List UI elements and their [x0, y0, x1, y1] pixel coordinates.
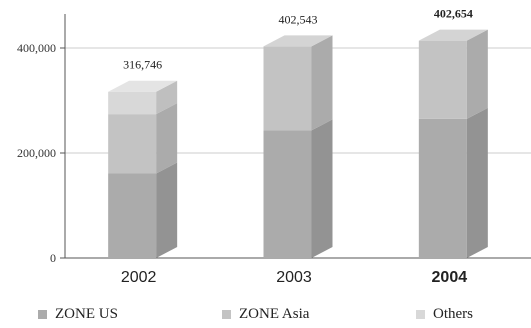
legend-swatch: [416, 310, 425, 319]
legend-item-zone-asia: ZONE Asia: [222, 306, 309, 323]
bar-2002-zone-asia-front: [108, 114, 157, 174]
y-tick-label-0: 0: [50, 251, 56, 265]
total-label-2003: 402,543: [279, 12, 318, 26]
bar-2004-zone-asia-front: [418, 40, 467, 119]
bar-2004-zone-us-side: [466, 107, 488, 258]
bar-2002-zone-us-front: [108, 173, 157, 258]
x-tick-label-2004: 2004: [432, 269, 468, 286]
legend-label: ZONE US: [55, 306, 118, 322]
bar-2003-zone-us-front: [263, 130, 312, 258]
bar-2004-zone-us-front: [418, 118, 467, 258]
bar-2002-others-front: [108, 91, 157, 115]
y-tick-label-2: 400,000: [17, 41, 56, 55]
bar-top-2004: [418, 29, 488, 41]
bar-top-2003: [263, 35, 333, 47]
bar-2003-zone-us-side: [311, 119, 333, 258]
bar-2003-zone-asia-front: [263, 46, 312, 131]
x-tick-label-2002: 2002: [121, 269, 157, 286]
bar-2004-zone-asia-side: [466, 29, 488, 119]
bar-2003-zone-asia-side: [311, 35, 333, 131]
bar-2002-zone-asia-side: [156, 103, 178, 174]
y-tick-label-1: 200,000: [17, 146, 56, 160]
bar-top-2002: [108, 80, 178, 92]
legend-swatch: [38, 310, 47, 319]
total-label-2004: 402,654: [434, 7, 473, 21]
legend-item-others: Others: [416, 306, 473, 323]
legend-label: Others: [433, 306, 473, 322]
legend-swatch: [222, 310, 231, 319]
stacked-bar-chart: 0 200,000 400,000 316,746 2002 402,543 2003 402…: [17, 7, 531, 286]
legend-item-zone-us: ZONE US: [38, 306, 118, 323]
chart-legend: ZONE US ZONE Asia Others: [0, 306, 531, 328]
total-label-2002: 316,746: [123, 58, 162, 72]
legend-label: ZONE Asia: [239, 306, 310, 322]
bar-2002-others-side: [156, 80, 178, 115]
bar-2002-zone-us-side: [156, 162, 178, 258]
x-tick-label-2003: 2003: [276, 269, 312, 286]
